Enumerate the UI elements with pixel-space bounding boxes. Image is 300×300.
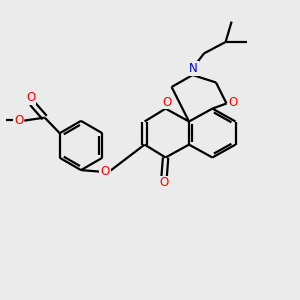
Text: O: O <box>163 95 172 109</box>
Text: O: O <box>14 113 23 127</box>
Text: N: N <box>189 62 198 75</box>
Text: O: O <box>229 95 238 109</box>
Text: O: O <box>160 176 169 190</box>
Text: O: O <box>100 165 109 178</box>
Text: O: O <box>26 91 35 104</box>
